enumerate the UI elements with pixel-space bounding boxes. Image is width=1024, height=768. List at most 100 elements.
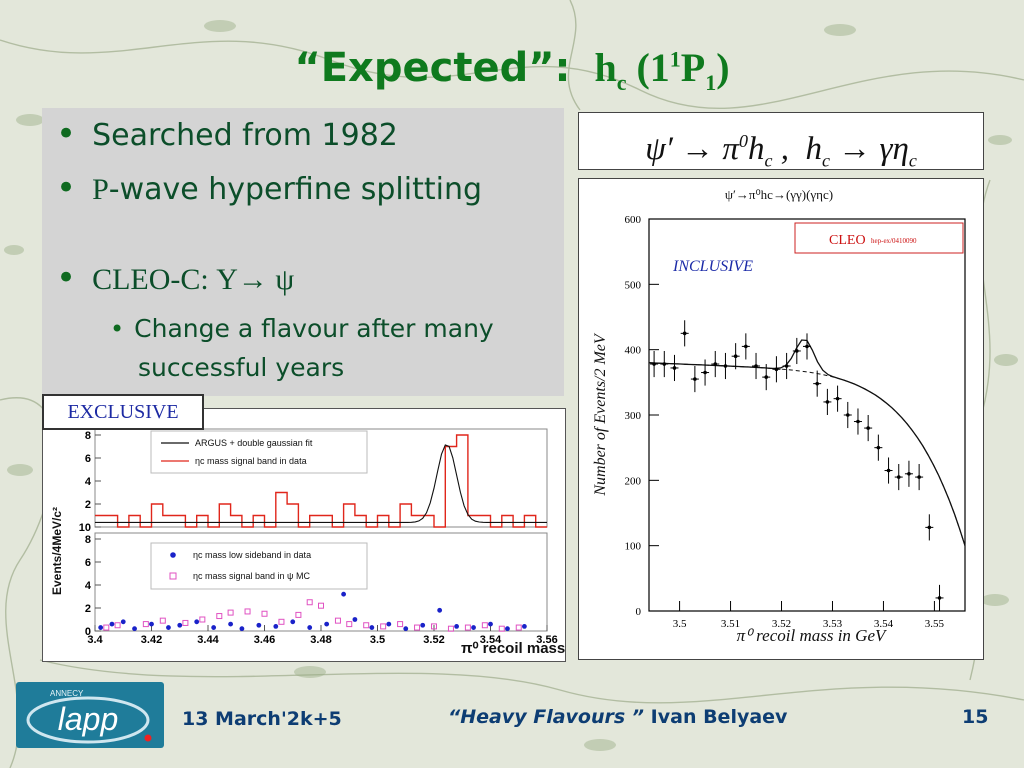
mc-square bbox=[244, 608, 251, 615]
cleo-box bbox=[794, 222, 964, 254]
bottom-y-tick-label: 6 bbox=[85, 557, 91, 569]
legend-sideband-text: ηc mass low sideband in data bbox=[193, 550, 311, 560]
sideband-dot bbox=[166, 625, 171, 630]
mc-square bbox=[334, 617, 341, 624]
sub-bullet-line1: Change a flavour after many bbox=[134, 314, 494, 343]
bullet-pwave: • P-wave hyperfine splitting bbox=[56, 168, 482, 208]
data-point bbox=[660, 350, 669, 378]
data-point bbox=[853, 408, 862, 435]
title-hc: hc (11P1) bbox=[584, 45, 730, 95]
sideband-dot bbox=[437, 607, 443, 613]
bottom-y-tick-label: 8 bbox=[85, 534, 91, 546]
sideband-dot bbox=[471, 625, 476, 630]
inclusive-plot-panel: ψ′→π⁰hc→(γγ)(γηc) CLEO hep-ex/0410090 IN… bbox=[578, 178, 984, 660]
mc-square bbox=[261, 610, 268, 617]
legend-hist-text: ηc mass signal band in data bbox=[195, 456, 307, 466]
data-point bbox=[884, 457, 893, 484]
slide-title: “Expected”: hc (11P1) bbox=[0, 44, 1024, 96]
mc-square bbox=[142, 621, 149, 628]
exclusive-tag: EXCLUSIVE bbox=[42, 394, 204, 430]
footer-author: Ivan Belyaev bbox=[644, 706, 788, 728]
top-frame bbox=[94, 428, 548, 528]
gaussian-fit-curve bbox=[95, 444, 547, 523]
cleo-label: CLEO bbox=[829, 233, 866, 248]
mc-square bbox=[397, 621, 404, 628]
x-tick-label: 3.52 bbox=[423, 634, 444, 646]
title-close: ) bbox=[716, 45, 730, 90]
sideband-dot bbox=[120, 619, 126, 625]
sideband-dot bbox=[454, 624, 459, 629]
x-tick-label: 3.46 bbox=[254, 634, 275, 646]
bullet-dot: • bbox=[56, 258, 77, 298]
bullet-searched: • Searched from 1982 bbox=[56, 114, 398, 154]
sideband-dot bbox=[386, 621, 392, 627]
mc-square bbox=[481, 622, 488, 629]
bottom-y-tick-label: 4 bbox=[85, 580, 92, 592]
mc-square bbox=[199, 616, 206, 623]
inclusive-ylabel: Number of Events/2 MeV bbox=[592, 332, 609, 497]
sideband-dot bbox=[505, 626, 510, 632]
mc-square bbox=[216, 613, 223, 620]
sideband-dot bbox=[109, 621, 115, 627]
bottom-y-tick-label: 0 bbox=[85, 626, 91, 638]
top-y-tick-label: 2 bbox=[85, 499, 91, 511]
data-point bbox=[894, 464, 903, 491]
mc-square bbox=[306, 599, 313, 606]
exclusive-ylabel: Events/4MeV/c² bbox=[50, 507, 64, 595]
legend-mc-text: ηc mass signal band in ψ MC bbox=[193, 571, 310, 581]
sideband-dot bbox=[194, 619, 200, 625]
mc-square bbox=[414, 624, 421, 631]
mc-square bbox=[447, 625, 454, 632]
bullet-cleo: • CLEO-C: Υ→ ψ bbox=[56, 258, 294, 298]
x-tick-label: 3.51 bbox=[721, 618, 740, 630]
y-tick-label: 300 bbox=[625, 410, 642, 422]
mc-square bbox=[464, 624, 471, 631]
mc-square bbox=[182, 619, 189, 626]
top-y-tick-label: 6 bbox=[85, 453, 91, 465]
data-point bbox=[762, 364, 771, 391]
x-tick-label: 3.44 bbox=[197, 634, 219, 646]
title-h: h bbox=[594, 45, 617, 90]
legend-square bbox=[169, 572, 177, 580]
sideband-dot bbox=[369, 625, 375, 630]
mc-square bbox=[103, 624, 110, 631]
bullet-cleo-text: CLEO-C: Υ→ ψ bbox=[92, 263, 295, 296]
sideband-dot bbox=[290, 619, 296, 625]
data-point bbox=[915, 464, 924, 491]
exclusive-xlabel: π⁰ recoil mass bbox=[461, 640, 565, 657]
data-point bbox=[803, 333, 811, 360]
x-tick-label: 3.52 bbox=[772, 618, 791, 630]
bullet-dot: • bbox=[56, 114, 77, 154]
sideband-dot bbox=[341, 591, 346, 597]
mc-square bbox=[295, 611, 302, 618]
y-tick-label: 600 bbox=[625, 214, 642, 226]
sideband-dot bbox=[98, 625, 104, 630]
sideband-dot bbox=[177, 622, 183, 628]
x-tick-label: 3.4 bbox=[87, 634, 103, 646]
x-tick-label: 3.54 bbox=[480, 634, 502, 646]
title-quoted: “Expected”: bbox=[294, 45, 571, 91]
legend-dot bbox=[170, 552, 176, 558]
data-point bbox=[711, 350, 720, 378]
sub-bullet-dot: • bbox=[110, 315, 125, 343]
sideband-dot bbox=[239, 626, 245, 632]
data-point bbox=[752, 352, 761, 380]
sideband-dot bbox=[256, 622, 262, 628]
mc-square bbox=[515, 624, 522, 631]
data-point bbox=[843, 401, 852, 429]
bullet-pwave-p: P bbox=[92, 173, 109, 206]
data-point bbox=[864, 415, 873, 442]
sideband-dot bbox=[403, 626, 409, 632]
data-point bbox=[680, 320, 689, 347]
signal-histogram bbox=[95, 434, 547, 528]
legend-fit-text: ARGUS + double gaussian fit bbox=[195, 438, 313, 448]
cleo-ref: hep-ex/0410090 bbox=[871, 237, 917, 245]
mc-square bbox=[318, 602, 324, 609]
fit-curve bbox=[648, 339, 966, 546]
mc-square bbox=[498, 625, 505, 632]
data-point bbox=[833, 385, 842, 412]
footer-talk-title: “Heavy Flavours ” bbox=[448, 706, 645, 728]
sideband-dot bbox=[324, 621, 330, 627]
y-tick-label: 200 bbox=[625, 475, 642, 487]
lapp-logo: ANNECY lapp bbox=[16, 682, 164, 748]
